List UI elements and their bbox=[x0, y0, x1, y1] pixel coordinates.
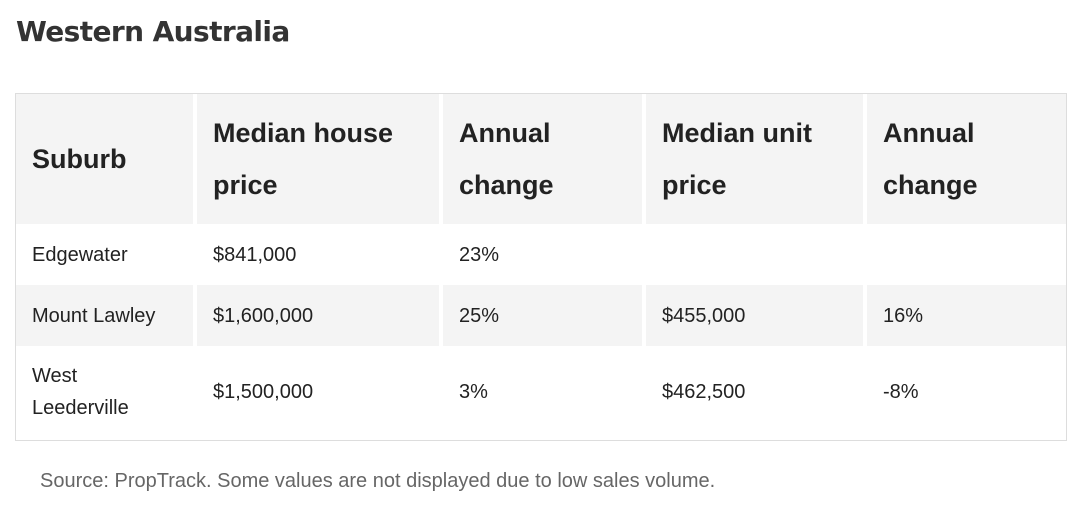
cell-median-house-price: $1,500,000 bbox=[195, 346, 443, 438]
cell-unit-annual-change: -8% bbox=[865, 346, 1066, 438]
page-title: Western Australia bbox=[16, 15, 290, 48]
cell-house-annual-change: 3% bbox=[441, 346, 646, 438]
data-table: Suburb Median house price Annual change … bbox=[16, 94, 1066, 438]
table-row: Mount Lawley $1,600,000 25% $455,000 16% bbox=[16, 285, 1066, 346]
header-unit-annual-change: Annual change bbox=[865, 94, 1066, 224]
cell-median-unit-price: $455,000 bbox=[644, 285, 867, 346]
table-row: Edgewater $841,000 23% bbox=[16, 224, 1066, 285]
header-suburb: Suburb bbox=[16, 94, 197, 224]
table-row: West Leederville $1,500,000 3% $462,500 … bbox=[16, 346, 1066, 438]
cell-suburb: Mount Lawley bbox=[16, 285, 197, 346]
cell-suburb: Edgewater bbox=[16, 224, 197, 285]
cell-house-annual-change: 25% bbox=[441, 285, 646, 346]
cell-median-house-price: $841,000 bbox=[195, 224, 443, 285]
cell-median-unit-price bbox=[644, 224, 867, 285]
table-header-row: Suburb Median house price Annual change … bbox=[16, 94, 1066, 224]
header-median-unit-price: Median unit price bbox=[644, 94, 867, 224]
cell-house-annual-change: 23% bbox=[441, 224, 646, 285]
cell-suburb: West Leederville bbox=[16, 346, 197, 438]
cell-median-house-price: $1,600,000 bbox=[195, 285, 443, 346]
cell-unit-annual-change: 16% bbox=[865, 285, 1066, 346]
suburb-price-table: Suburb Median house price Annual change … bbox=[15, 93, 1067, 441]
header-house-annual-change: Annual change bbox=[441, 94, 646, 224]
cell-unit-annual-change bbox=[865, 224, 1066, 285]
header-median-house-price: Median house price bbox=[195, 94, 443, 224]
cell-median-unit-price: $462,500 bbox=[644, 346, 867, 438]
source-note: Source: PropTrack. Some values are not d… bbox=[40, 470, 716, 492]
